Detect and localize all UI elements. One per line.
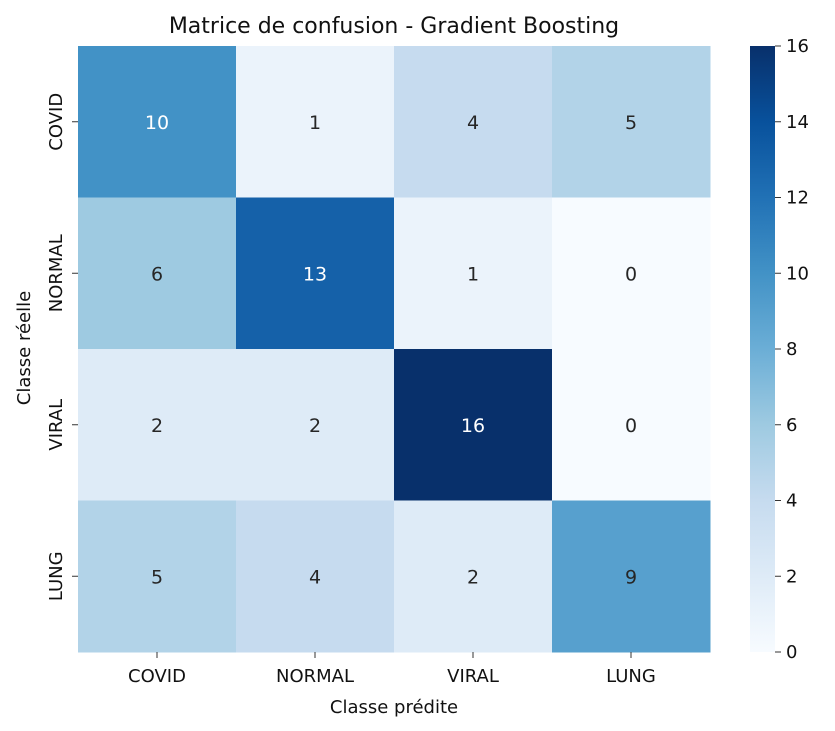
- cell-value-label: 10: [145, 112, 169, 134]
- colorbar-tick-label: 4: [786, 491, 797, 512]
- x-tick-label: VIRAL: [447, 666, 499, 687]
- cell-value-label: 2: [309, 415, 321, 437]
- cell-value-label: 4: [309, 566, 321, 588]
- heatmap-cell: [552, 349, 711, 501]
- heatmap-cell: [552, 197, 711, 350]
- colorbar-ticks: 0 2 4 6 8 10 12 14 16: [775, 36, 809, 663]
- cell-value-label: 9: [625, 566, 637, 588]
- chart-title: Matrice de confusion - Gradient Boosting: [169, 14, 619, 39]
- y-axis-label: Classe réelle: [14, 291, 35, 405]
- heatmap-cell: [236, 500, 395, 653]
- colorbar-tick-label: 8: [786, 339, 797, 360]
- cell-value-label: 0: [625, 415, 637, 437]
- y-tick-label: NORMAL: [46, 234, 67, 312]
- colorbar-tick-label: 2: [786, 566, 797, 587]
- cell-value-label: 2: [467, 566, 479, 588]
- cell-value-label: 0: [625, 263, 637, 285]
- heatmap-cell: [394, 46, 553, 198]
- colorbar-tick-label: 14: [786, 112, 809, 133]
- x-tick-label: LUNG: [606, 666, 656, 687]
- x-axis-ticks: COVID NORMAL VIRAL LUNG: [128, 652, 656, 687]
- y-tick-label: COVID: [46, 93, 67, 151]
- cell-annotations: 10 1 4 56 13 1 02 2 16 05 4 2 9: [145, 112, 637, 589]
- heatmap-cell: [78, 500, 237, 653]
- x-tick-label: COVID: [128, 666, 186, 687]
- cell-value-label: 1: [467, 263, 479, 285]
- y-tick-label: LUNG: [46, 551, 67, 601]
- cell-value-label: 16: [461, 415, 485, 437]
- heatmap-cell: [394, 500, 553, 653]
- heatmap-cell: [78, 197, 237, 350]
- colorbar-tick-label: 0: [786, 642, 797, 663]
- heatmap-cell: [394, 349, 553, 501]
- heatmap-cells: [78, 46, 711, 653]
- heatmap-cell: [236, 46, 395, 198]
- colorbar-tick-label: 12: [786, 188, 809, 209]
- cell-value-label: 13: [303, 263, 327, 285]
- cell-value-label: 1: [309, 112, 321, 134]
- colorbar-tick-label: 10: [786, 263, 809, 284]
- cell-value-label: 6: [151, 263, 163, 285]
- cell-value-label: 2: [151, 415, 163, 437]
- cell-value-label: 4: [467, 112, 479, 134]
- heatmap-cell: [236, 349, 395, 501]
- cell-value-label: 5: [625, 112, 637, 134]
- heatmap-cell: [236, 197, 395, 350]
- heatmap-cell: [552, 500, 711, 653]
- heatmap-cell: [394, 197, 553, 350]
- heatmap-cell: [78, 46, 237, 198]
- heatmap-cell: [552, 46, 711, 198]
- heatmap-cell: [78, 349, 237, 501]
- colorbar-tick-label: 6: [786, 415, 797, 436]
- y-tick-label: VIRAL: [46, 399, 67, 451]
- colorbar-tick-label: 16: [786, 36, 809, 57]
- x-tick-label: NORMAL: [276, 666, 354, 687]
- x-axis-label: Classe prédite: [330, 697, 458, 718]
- colorbar: [750, 46, 775, 652]
- y-axis-ticks: COVID NORMAL VIRAL LUNG: [46, 93, 78, 601]
- cell-value-label: 5: [151, 566, 163, 588]
